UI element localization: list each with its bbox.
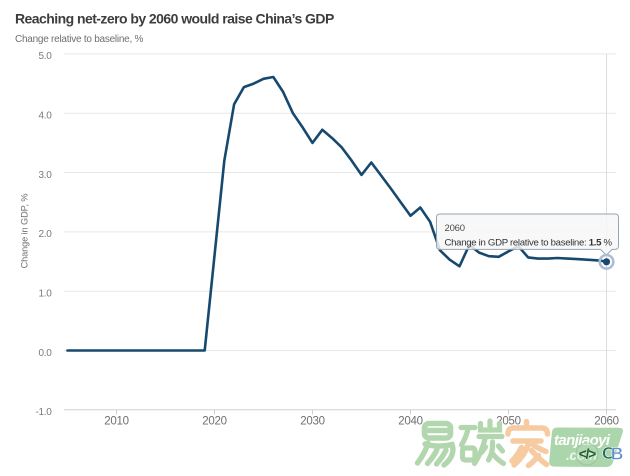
- svg-text:-1.0: -1.0: [35, 407, 52, 418]
- svg-text:2020: 2020: [202, 416, 226, 428]
- svg-text:B: B: [611, 444, 624, 464]
- svg-text:2.0: 2.0: [38, 229, 52, 240]
- svg-text:2060: 2060: [594, 416, 618, 428]
- svg-text:2030: 2030: [300, 416, 324, 428]
- svg-text:2050: 2050: [496, 416, 520, 428]
- svg-text:5.0: 5.0: [38, 51, 52, 62]
- svg-text:4.0: 4.0: [38, 111, 52, 122]
- svg-text:2040: 2040: [398, 416, 422, 428]
- svg-text:Change in GDP relative to base: Change in GDP relative to baseline: 1.5 …: [445, 238, 613, 249]
- svg-text:1.0: 1.0: [38, 289, 52, 300]
- svg-text:3.0: 3.0: [38, 170, 52, 181]
- svg-text:</>: </>: [579, 447, 597, 462]
- svg-text:.com: .com: [566, 447, 597, 463]
- svg-text:2010: 2010: [104, 416, 128, 428]
- svg-text:0.0: 0.0: [38, 348, 52, 359]
- svg-text:Reaching net-zero by 2060 woul: Reaching net-zero by 2060 would raise Ch…: [15, 11, 334, 27]
- svg-text:Change in GDP, %: Change in GDP, %: [20, 194, 30, 269]
- svg-text:tanjiaoyi: tanjiaoyi: [554, 432, 611, 449]
- svg-text:2060: 2060: [445, 223, 465, 234]
- svg-text:C: C: [602, 443, 615, 463]
- svg-text:Change relative to baseline, %: Change relative to baseline, %: [15, 34, 143, 45]
